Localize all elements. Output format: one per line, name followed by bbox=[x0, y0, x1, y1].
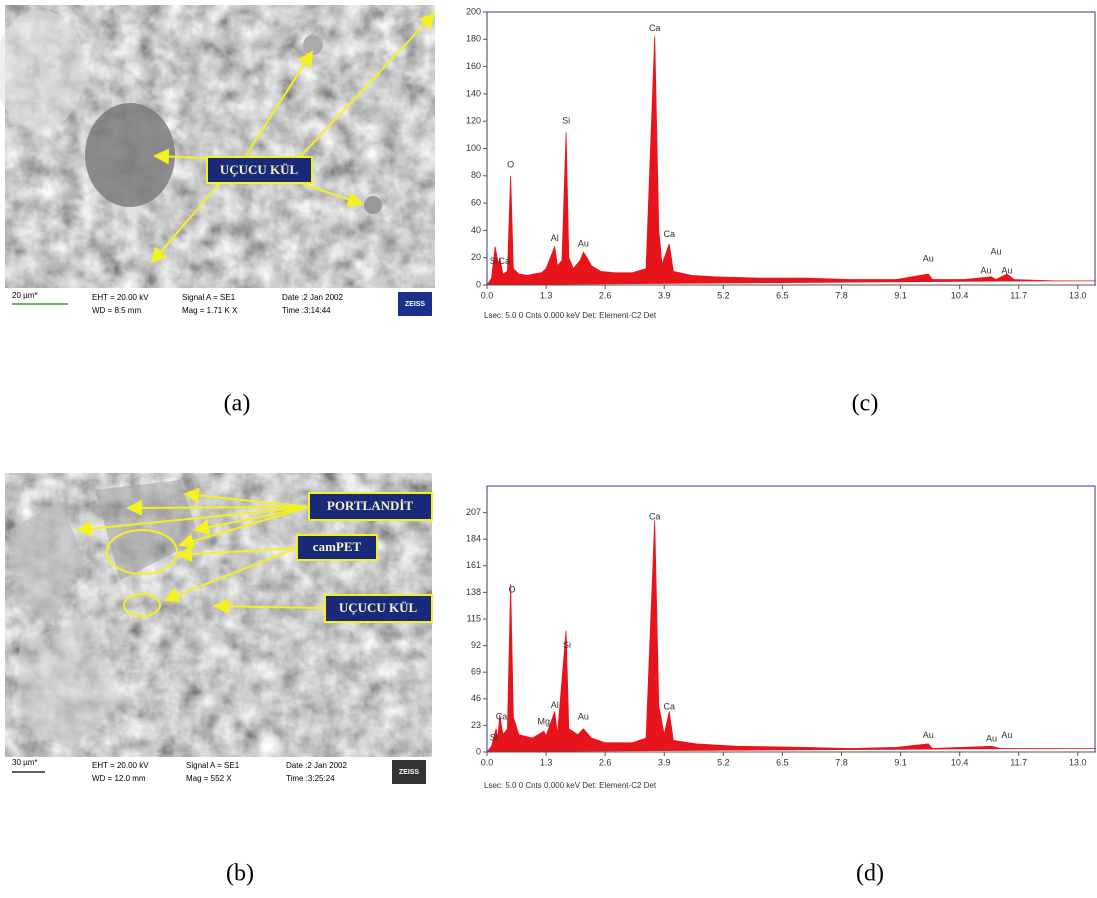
y-tick-label: 69 bbox=[471, 667, 481, 677]
info: Time :3:14:44 bbox=[282, 306, 331, 315]
sem-image-a: 20 µm* EHT = 20.00 kV WD = 8.5 mm Signal… bbox=[0, 5, 435, 320]
scale-label: 20 µm* bbox=[12, 291, 38, 300]
peak-label: Ca bbox=[663, 229, 675, 239]
info: Signal A = SE1 bbox=[186, 761, 240, 770]
y-tick-label: 161 bbox=[466, 560, 481, 570]
x-tick-label: 3.9 bbox=[658, 757, 671, 767]
y-tick-label: 207 bbox=[466, 507, 481, 517]
x-tick-label: 11.7 bbox=[1010, 290, 1027, 300]
caption: (a) bbox=[224, 391, 251, 417]
y-tick-label: 80 bbox=[471, 170, 481, 180]
peak-label: Al bbox=[551, 700, 559, 710]
sem-label: camPET bbox=[313, 539, 362, 554]
x-tick-label: 9.1 bbox=[894, 757, 907, 767]
peak-label: Ca bbox=[499, 256, 511, 266]
peak-label: Ca bbox=[496, 712, 508, 722]
sem-image-b: 30 µm* EHT = 20.00 kV WD = 12.0 mm Signa… bbox=[5, 473, 432, 795]
peak-label: Mg bbox=[538, 716, 551, 726]
info: EHT = 20.00 kV bbox=[92, 293, 149, 302]
x-tick-label: 11.7 bbox=[1010, 757, 1027, 767]
info: Date :2 Jan 2002 bbox=[286, 761, 347, 770]
caption: (d) bbox=[856, 861, 884, 887]
figure: 20 µm* EHT = 20.00 kV WD = 8.5 mm Signal… bbox=[0, 0, 1097, 893]
y-tick-label: 20 bbox=[471, 252, 481, 262]
y-tick-label: 0 bbox=[476, 279, 481, 289]
peak-label: Si bbox=[490, 256, 498, 266]
x-tick-label: 2.6 bbox=[599, 757, 612, 767]
x-tick-label: 1.3 bbox=[540, 757, 553, 767]
peak-label: Au bbox=[923, 253, 934, 263]
sem-label: UÇUCU KÜL bbox=[220, 162, 299, 177]
x-tick-label: 3.9 bbox=[658, 290, 671, 300]
peak-label: Ca bbox=[663, 701, 675, 711]
peak-label: Si bbox=[490, 732, 498, 742]
x-tick-label: 5.2 bbox=[717, 290, 730, 300]
info: Signal A = SE1 bbox=[182, 293, 236, 302]
peak-label: O bbox=[508, 584, 515, 594]
peak-label: O bbox=[507, 159, 514, 169]
x-tick-label: 5.2 bbox=[717, 757, 730, 767]
x-tick-label: 10.4 bbox=[951, 290, 969, 300]
y-tick-label: 100 bbox=[466, 143, 481, 153]
info: Time :3:25:24 bbox=[286, 774, 335, 783]
x-tick-label: 7.8 bbox=[835, 757, 848, 767]
caption: (c) bbox=[852, 391, 879, 417]
y-tick-label: 115 bbox=[467, 613, 481, 623]
info: Mag = 552 X bbox=[186, 774, 232, 783]
info: Mag = 1.71 K X bbox=[182, 306, 238, 315]
x-tick-label: 10.4 bbox=[951, 757, 969, 767]
y-tick-label: 0 bbox=[476, 746, 481, 756]
x-tick-label: 1.3 bbox=[540, 290, 553, 300]
y-tick-label: 120 bbox=[466, 116, 481, 126]
peak-label: Ca bbox=[649, 512, 661, 522]
peak-label: Au bbox=[1001, 730, 1012, 740]
y-tick-label: 40 bbox=[471, 225, 481, 235]
info: EHT = 20.00 kV bbox=[92, 761, 149, 770]
peak-label: Au bbox=[986, 734, 997, 744]
peak-label: Au bbox=[578, 712, 589, 722]
info: WD = 12.0 mm bbox=[92, 774, 146, 783]
footer-note: Lsec: 5.0 0 Cnts 0.000 keV Det: Element-… bbox=[484, 781, 657, 790]
x-tick-label: 0.0 bbox=[481, 290, 494, 300]
peak-label: Si bbox=[562, 116, 570, 126]
y-tick-label: 60 bbox=[471, 197, 481, 207]
logo: ZEISS bbox=[405, 301, 426, 308]
x-tick-label: 0.0 bbox=[481, 757, 494, 767]
x-tick-label: 9.1 bbox=[894, 290, 907, 300]
x-tick-label: 7.8 bbox=[835, 290, 848, 300]
y-tick-label: 184 bbox=[466, 534, 481, 544]
peak-label: Au bbox=[1001, 266, 1012, 276]
peak-label: Al bbox=[551, 233, 559, 243]
sem-label: UÇUCU KÜL bbox=[339, 600, 418, 615]
scale-label: 30 µm* bbox=[12, 758, 38, 767]
logo: ZEISS bbox=[399, 769, 420, 776]
peak-label: Au bbox=[991, 247, 1002, 257]
peak-label: Ca bbox=[649, 23, 661, 33]
x-tick-label: 2.6 bbox=[599, 290, 612, 300]
y-tick-label: 23 bbox=[471, 720, 481, 730]
x-tick-label: 6.5 bbox=[776, 290, 789, 300]
y-tick-label: 160 bbox=[466, 61, 481, 71]
sem-label: PORTLANDİT bbox=[327, 498, 414, 513]
x-tick-label: 13.0 bbox=[1069, 757, 1087, 767]
info: WD = 8.5 mm bbox=[92, 306, 141, 315]
footer-note: Lsec: 5.0 0 Cnts 0.000 keV Det: Element-… bbox=[484, 311, 657, 320]
peak-label: Au bbox=[578, 238, 589, 248]
y-tick-label: 140 bbox=[466, 88, 481, 98]
y-tick-label: 200 bbox=[466, 6, 481, 16]
y-tick-label: 92 bbox=[471, 640, 481, 650]
x-tick-label: 6.5 bbox=[776, 757, 789, 767]
caption: (b) bbox=[226, 861, 254, 887]
y-tick-label: 180 bbox=[466, 34, 481, 44]
peak-label: Si bbox=[563, 640, 571, 650]
peak-label: Au bbox=[981, 266, 992, 276]
y-tick-label: 46 bbox=[471, 693, 481, 703]
x-tick-label: 13.0 bbox=[1069, 290, 1087, 300]
y-tick-label: 138 bbox=[466, 587, 481, 597]
peak-label: Au bbox=[923, 730, 934, 740]
info: Date :2 Jan 2002 bbox=[282, 293, 343, 302]
